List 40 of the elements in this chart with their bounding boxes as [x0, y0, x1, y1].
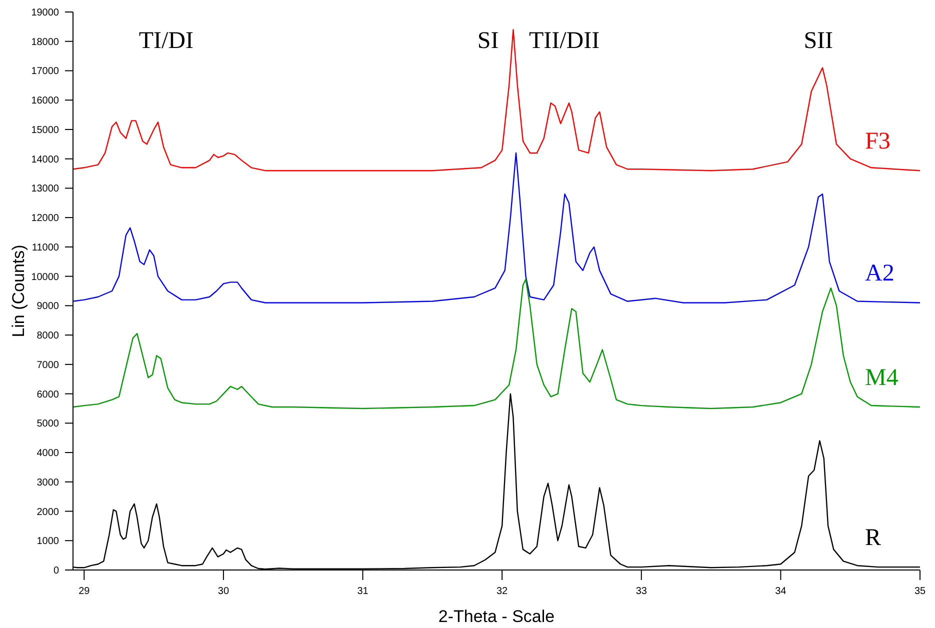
y-axis-title: Lin (Counts): [9, 244, 28, 338]
annotation: SII: [804, 28, 834, 54]
y-tick-label: 12000: [31, 213, 60, 224]
y-tick-label: 1000: [36, 536, 60, 548]
x-tick-label: 31: [357, 586, 369, 597]
y-tick-label: 19000: [31, 8, 60, 18]
annotation: TII/DII: [528, 28, 600, 54]
y-tick-label: 10000: [31, 272, 60, 283]
x-tick-label: 33: [636, 586, 648, 597]
y-tick-label: 9000: [36, 301, 60, 312]
x-tick-label: 32: [496, 586, 508, 597]
y-tick-label: 3000: [36, 477, 60, 488]
series-label: F3: [865, 128, 890, 155]
line-series: [72, 278, 921, 410]
line-series: [72, 29, 921, 172]
x-tick-label: 30: [218, 586, 230, 597]
y-tick-label: 18000: [31, 36, 60, 48]
line-series: [72, 152, 921, 304]
y-tick-label: 0: [53, 566, 60, 576]
y-tick-label: 6000: [36, 389, 60, 400]
x-tick-label: 35: [914, 586, 926, 597]
y-tick-label: 7000: [36, 360, 60, 371]
y-tick-label: 11000: [32, 242, 60, 254]
y-tick-label: 16000: [31, 96, 60, 107]
y-tick-label: 2000: [36, 506, 60, 518]
x-tick-label: 34: [775, 586, 787, 597]
series-label: R: [865, 525, 882, 552]
y-tick-label: 13000: [31, 184, 60, 195]
annotation: TI/DI: [138, 28, 194, 54]
x-axis-title: 2-Theta - Scale: [438, 607, 555, 626]
y-tick-label: 8000: [36, 330, 60, 342]
y-tick-label: 14000: [31, 154, 60, 166]
series-label: A2: [865, 260, 894, 287]
x-tick-label: 29: [78, 586, 90, 597]
series-label: M4: [865, 365, 898, 392]
y-tick-label: 4000: [36, 448, 60, 460]
y-tick-label: 17000: [31, 66, 60, 78]
annotation: SI: [477, 28, 499, 54]
y-tick-label: 5000: [36, 418, 60, 430]
y-tick-label: 15000: [31, 124, 60, 136]
